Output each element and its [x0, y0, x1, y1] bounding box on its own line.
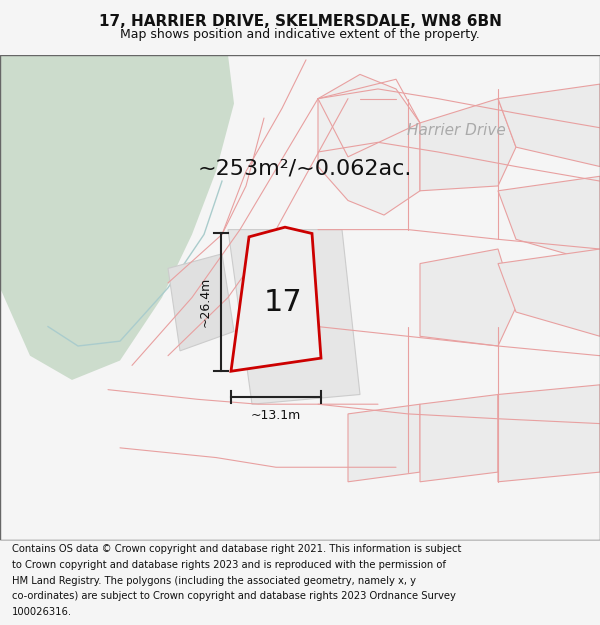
- Text: 17, HARRIER DRIVE, SKELMERSDALE, WN8 6BN: 17, HARRIER DRIVE, SKELMERSDALE, WN8 6BN: [98, 14, 502, 29]
- Polygon shape: [498, 385, 600, 482]
- Polygon shape: [168, 254, 234, 351]
- Text: ~13.1m: ~13.1m: [251, 409, 301, 422]
- Text: co-ordinates) are subject to Crown copyright and database rights 2023 Ordnance S: co-ordinates) are subject to Crown copyr…: [12, 591, 456, 601]
- Polygon shape: [420, 394, 498, 482]
- Polygon shape: [318, 74, 420, 215]
- Polygon shape: [498, 249, 600, 336]
- Text: Harrier Drive: Harrier Drive: [407, 122, 505, 138]
- Text: Contains OS data © Crown copyright and database right 2021. This information is : Contains OS data © Crown copyright and d…: [12, 544, 461, 554]
- Polygon shape: [420, 249, 516, 346]
- Polygon shape: [498, 84, 600, 166]
- Polygon shape: [420, 99, 516, 191]
- Polygon shape: [231, 227, 321, 371]
- Text: 100026316.: 100026316.: [12, 607, 72, 617]
- Polygon shape: [498, 176, 600, 264]
- Polygon shape: [228, 229, 360, 404]
- Text: HM Land Registry. The polygons (including the associated geometry, namely x, y: HM Land Registry. The polygons (includin…: [12, 576, 416, 586]
- Text: Map shows position and indicative extent of the property.: Map shows position and indicative extent…: [120, 28, 480, 41]
- Text: ~253m²/~0.062ac.: ~253m²/~0.062ac.: [198, 159, 412, 179]
- Text: ~26.4m: ~26.4m: [198, 278, 211, 328]
- Polygon shape: [0, 55, 234, 380]
- Polygon shape: [348, 404, 420, 482]
- Text: to Crown copyright and database rights 2023 and is reproduced with the permissio: to Crown copyright and database rights 2…: [12, 560, 446, 570]
- Text: 17: 17: [264, 288, 302, 317]
